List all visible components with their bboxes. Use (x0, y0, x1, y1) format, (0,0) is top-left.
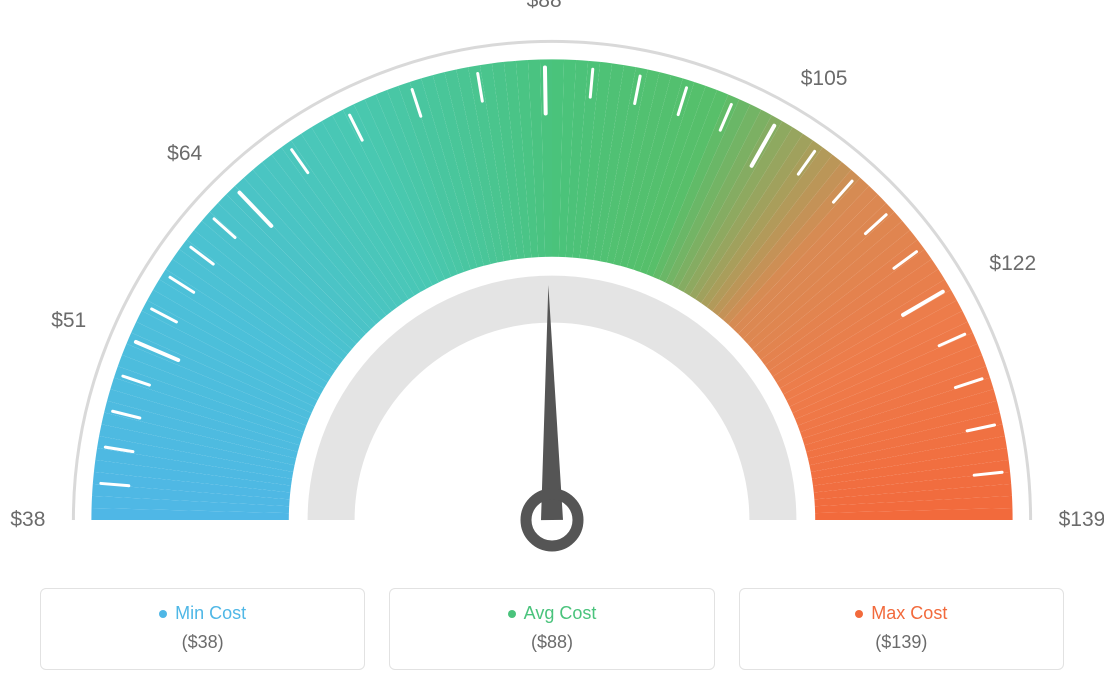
legend-label-avg: Avg Cost (524, 603, 597, 624)
legend-item-min: Min Cost ($38) (40, 588, 365, 670)
legend-dot-min (159, 610, 167, 618)
legend: Min Cost ($38) Avg Cost ($88) Max Cost (… (40, 588, 1064, 670)
legend-label-min: Min Cost (175, 603, 246, 624)
tick-label: $51 (51, 309, 86, 333)
gauge-svg (0, 0, 1104, 560)
legend-label-max: Max Cost (871, 603, 947, 624)
legend-value-avg: ($88) (400, 632, 703, 653)
gauge-area: $38 $51 $64 $88 $105 $122 $139 (0, 0, 1104, 560)
legend-title-avg: Avg Cost (508, 603, 597, 624)
legend-value-min: ($38) (51, 632, 354, 653)
legend-dot-max (855, 610, 863, 618)
legend-value-max: ($139) (750, 632, 1053, 653)
legend-title-max: Max Cost (855, 603, 947, 624)
legend-item-max: Max Cost ($139) (739, 588, 1064, 670)
tick-label: $139 (1059, 508, 1104, 532)
legend-item-avg: Avg Cost ($88) (389, 588, 714, 670)
legend-dot-avg (508, 610, 516, 618)
legend-title-min: Min Cost (159, 603, 246, 624)
tick-label: $64 (167, 142, 202, 166)
tick-label: $105 (801, 67, 848, 91)
cost-gauge-chart: $38 $51 $64 $88 $105 $122 $139 Min Cost ($38) … (0, 0, 1104, 690)
tick-label: $88 (527, 0, 562, 13)
tick-label: $38 (10, 508, 45, 532)
tick-label: $122 (989, 252, 1036, 276)
